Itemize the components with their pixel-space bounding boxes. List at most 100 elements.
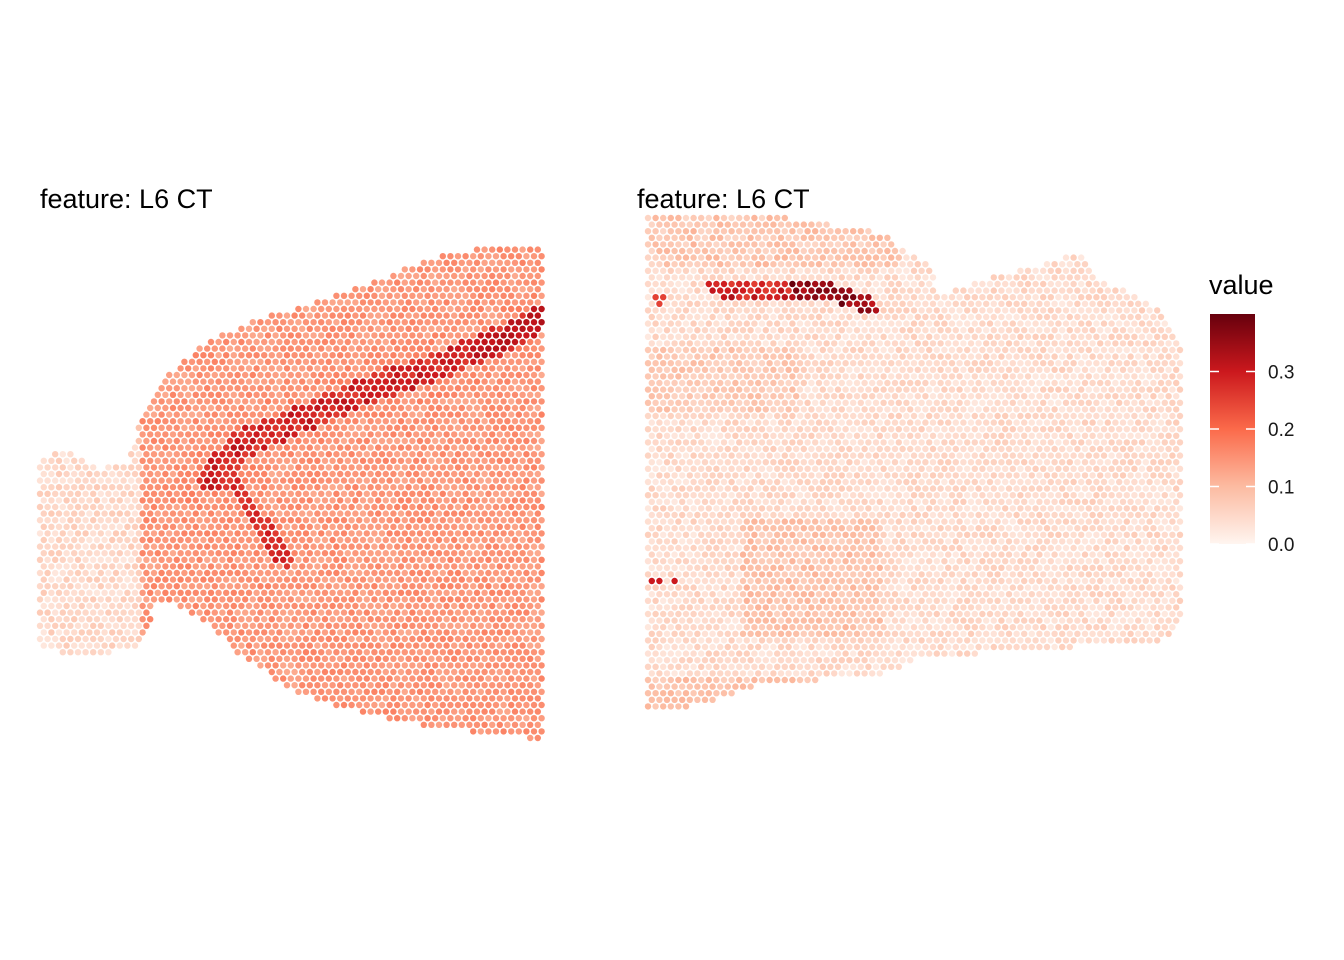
panel-left-spot [181,385,188,392]
panel-left-spot [192,563,199,570]
panel-left-spot [207,391,215,398]
panel-left-spot [166,543,173,550]
panel-left-spot [139,484,146,491]
panel-left-spot [40,563,47,570]
panel-left-spot [287,530,294,537]
panel-right-spot [743,320,750,327]
panel-right-spot [705,320,712,327]
panel-right-spot [922,353,929,360]
panel-left-spot [101,497,108,504]
panel-left-spot [59,530,66,537]
panel-left-spot [169,536,177,544]
panel-right-spot [998,274,1005,281]
panel-left-spot [367,338,374,346]
panel-right-spot [941,346,948,354]
panel-left-spot [401,319,408,326]
panel-left-spot [416,477,424,484]
panel-left-spot [310,688,317,695]
panel-right-spot [1066,366,1074,373]
panel-right-spot [857,254,864,261]
panel-left-spot [530,675,538,682]
panel-left-spot [530,622,538,629]
panel-left-spot [302,437,310,445]
panel-left-spot [375,602,382,610]
panel-right-spot [652,333,659,340]
panel-left-spot [363,385,370,392]
panel-right-spot [842,307,849,314]
panel-left-spot [348,358,355,365]
panel-left-spot [139,418,146,425]
panel-right-spot [808,366,815,373]
panel-left-spot [139,602,146,610]
panel-left-spot [428,682,435,689]
panel-right-spot [1040,267,1047,274]
panel-right-spot [747,274,754,281]
panel-left-spot [299,431,306,438]
panel-right-spot [1081,300,1089,307]
panel-left-spot [390,589,397,596]
panel-right-spot [1123,346,1131,354]
panel-right-spot [667,214,674,222]
panel-left-spot [496,576,503,583]
panel-left-spot [295,609,302,616]
panel-left-spot [344,695,351,702]
panel-right-spot [1138,373,1146,380]
panel-left-spot [443,576,450,583]
panel-right-spot [736,307,743,314]
panel-left-spot [378,490,386,497]
panel-right-spot [986,307,994,314]
panel-left-spot [283,682,291,689]
panel-left-spot [443,444,450,451]
panel-left-spot [234,622,241,629]
panel-left-spot [230,589,237,596]
panel-right-spot [1036,366,1043,373]
panel-left-spot [272,583,279,590]
panel-left-spot [492,477,500,484]
panel-left-spot [310,530,317,537]
panel-left-spot [432,305,439,313]
panel-left-spot [230,484,237,491]
panel-left-spot [272,609,279,616]
panel-left-spot [101,484,108,491]
panel-left-spot [485,490,492,497]
panel-right-spot [686,366,693,373]
panel-right-spot [705,333,712,340]
panel-left-spot [204,371,211,379]
panel-left-spot [238,470,245,478]
panel-right-spot [1100,280,1108,288]
panel-left-spot [306,457,313,464]
panel-left-spot [230,391,237,398]
panel-left-spot [337,695,344,702]
panel-left-spot [519,602,526,610]
panel-left-spot [386,662,393,669]
panel-left-spot [283,616,291,623]
panel-left-spot [416,292,424,299]
panel-left-spot [409,543,416,550]
panel-left-spot [310,371,317,379]
panel-left-spot [344,352,351,359]
panel-left-spot [386,451,393,458]
panel-left-spot [295,662,302,669]
panel-left-spot [470,464,477,471]
panel-right-spot [1013,313,1020,321]
panel-left-spot [314,497,321,504]
panel-right-spot [1093,307,1100,314]
panel-left-spot [462,675,469,682]
panel-left-spot [105,583,112,590]
panel-left-spot [264,345,272,352]
panel-left-spot [261,602,268,610]
panel-right-spot [1062,360,1070,367]
panel-left-spot [481,338,488,346]
panel-left-spot [447,675,454,682]
panel-left-spot [242,569,249,577]
panel-left-spot [321,682,329,689]
panel-left-spot [204,398,211,405]
panel-right-spot [1047,360,1055,367]
panel-left-spot [527,523,534,530]
panel-right-spot [907,353,914,360]
panel-right-spot [812,346,819,354]
panel-right-spot [747,327,754,334]
panel-left-spot [447,503,454,511]
panel-left-spot [295,411,302,418]
panel-left-spot [538,437,545,445]
